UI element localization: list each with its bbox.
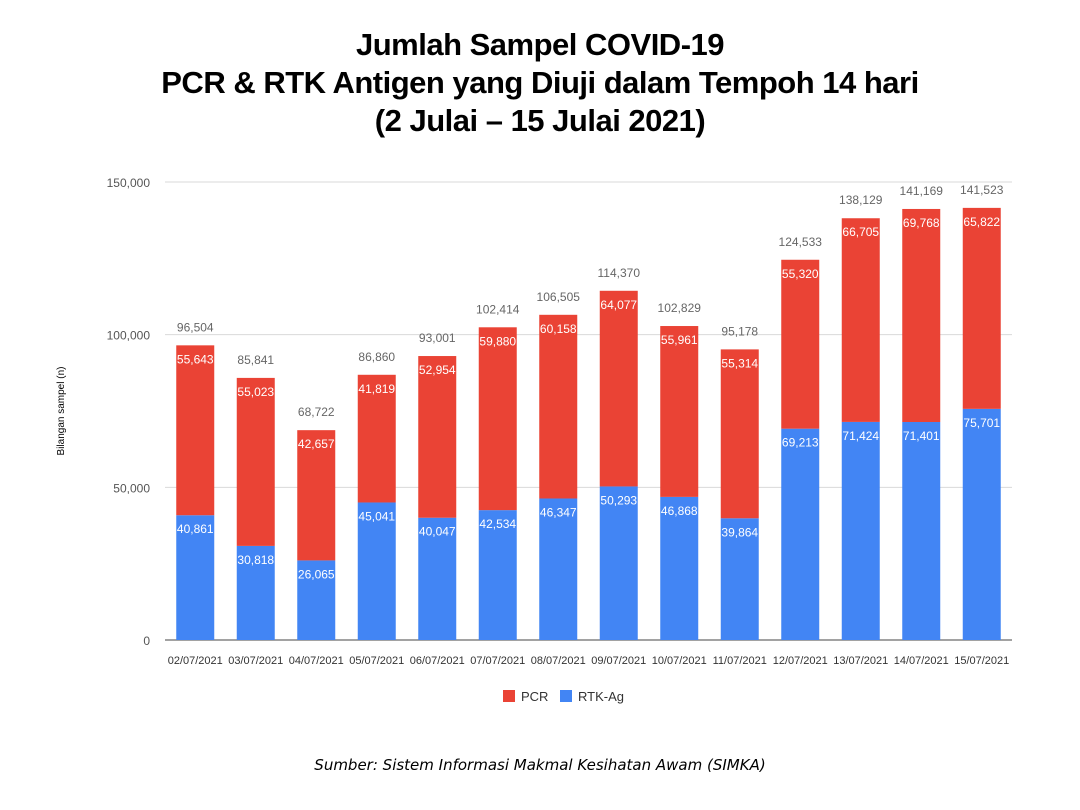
legend-swatch-pcr [503, 690, 515, 702]
bar-pcr [176, 345, 215, 516]
data-label-rtk-ag: 71,424 [842, 429, 879, 443]
data-label-rtk-ag: 50,293 [600, 493, 637, 507]
chart-title: Jumlah Sampel COVID-19 PCR & RTK Antigen… [0, 26, 1080, 140]
y-axis-label: Bilangan sampel (n) [56, 367, 67, 456]
data-label-rtk-ag: 45,041 [358, 509, 395, 523]
data-label-pcr: 41,819 [358, 382, 395, 396]
bar-pcr [478, 327, 517, 511]
bar-pcr [660, 326, 699, 497]
y-tick-label: 100,000 [107, 329, 151, 343]
data-label-rtk-ag: 46,347 [540, 505, 577, 519]
bar-pcr [236, 377, 275, 546]
data-label-pcr: 55,023 [237, 385, 274, 399]
bar-pcr [357, 374, 396, 503]
source-note: Sumber: Sistem Informasi Makmal Kesihata… [314, 756, 766, 774]
data-label-rtk-ag: 40,861 [177, 522, 214, 536]
y-tick-label: 150,000 [107, 176, 151, 190]
title-line-2: PCR & RTK Antigen yang Diuji dalam Tempo… [161, 65, 919, 100]
total-label: 102,829 [658, 301, 702, 315]
bar-rtk-ag [599, 486, 638, 640]
bar-pcr [418, 356, 457, 518]
x-tick-label: 10/07/2021 [652, 655, 707, 667]
bar-rtk-ag [841, 421, 880, 640]
bar-rtk-ag [297, 560, 336, 640]
bar-rtk-ag [478, 510, 517, 640]
total-label: 86,860 [358, 350, 395, 364]
bar-rtk-ag [720, 518, 759, 640]
total-label: 85,841 [237, 353, 274, 367]
total-label: 141,169 [900, 184, 944, 198]
data-label-rtk-ag: 42,534 [479, 517, 516, 531]
total-label: 68,722 [298, 405, 335, 419]
data-label-pcr: 55,314 [721, 356, 758, 370]
x-tick-label: 11/07/2021 [713, 655, 767, 667]
data-label-pcr: 60,158 [540, 322, 577, 336]
title-line-3: (2 Julai – 15 Julai 2021) [374, 103, 706, 138]
data-label-rtk-ag: 46,868 [661, 504, 698, 518]
total-label: 124,533 [779, 235, 823, 249]
x-tick-label: 08/07/2021 [531, 655, 586, 667]
x-tick-label: 02/07/2021 [168, 655, 223, 667]
bar-pcr [297, 430, 336, 561]
bar-pcr [962, 207, 1001, 409]
data-label-pcr: 42,657 [298, 437, 335, 451]
legend-label-pcr: PCR [521, 689, 548, 704]
bar-pcr [720, 349, 759, 519]
x-tick-label: 15/07/2021 [954, 655, 1009, 667]
data-label-pcr: 55,320 [782, 267, 819, 281]
bar-pcr [781, 259, 820, 429]
total-label: 138,129 [839, 193, 883, 207]
bar-pcr [902, 208, 941, 422]
x-tick-label: 14/07/2021 [894, 655, 949, 667]
data-label-rtk-ag: 69,213 [782, 436, 819, 450]
data-label-pcr: 69,768 [903, 216, 940, 230]
bar-rtk-ag [781, 428, 820, 640]
total-label: 95,178 [721, 324, 758, 338]
data-label-pcr: 64,077 [600, 298, 637, 312]
data-label-rtk-ag: 39,864 [721, 525, 758, 539]
bar-pcr [599, 290, 638, 487]
data-label-pcr: 55,643 [177, 352, 214, 366]
total-label: 106,505 [537, 290, 581, 304]
y-tick-label: 50,000 [113, 481, 150, 495]
total-label: 96,504 [177, 320, 214, 334]
legend-swatch-rtk-ag [560, 690, 572, 702]
x-tick-label: 09/07/2021 [591, 655, 646, 667]
data-label-rtk-ag: 40,047 [419, 525, 456, 539]
bar-rtk-ag [962, 408, 1001, 640]
x-tick-label: 13/07/2021 [833, 655, 888, 667]
title-line-1: Jumlah Sampel COVID-19 [355, 27, 725, 62]
y-tick-label: 0 [143, 634, 150, 648]
bar-rtk-ag [176, 515, 215, 640]
total-label: 102,414 [476, 302, 520, 316]
data-label-rtk-ag: 26,065 [298, 567, 335, 581]
data-label-pcr: 66,705 [842, 225, 879, 239]
bar-rtk-ag [418, 517, 457, 640]
bar-rtk-ag [236, 545, 275, 640]
bar-pcr [841, 218, 880, 422]
data-label-rtk-ag: 71,401 [903, 429, 940, 443]
data-label-pcr: 59,880 [479, 334, 516, 348]
x-tick-label: 07/07/2021 [470, 655, 525, 667]
x-tick-label: 04/07/2021 [289, 655, 344, 667]
bar-pcr [539, 314, 578, 499]
data-label-pcr: 55,961 [661, 333, 698, 347]
data-label-rtk-ag: 30,818 [237, 553, 274, 567]
x-tick-label: 03/07/2021 [228, 655, 283, 667]
data-label-pcr: 52,954 [419, 363, 456, 377]
legend-label-rtk-ag: RTK-Ag [578, 689, 624, 704]
data-label-rtk-ag: 75,701 [963, 416, 1000, 430]
bar-rtk-ag [357, 502, 396, 640]
x-tick-label: 05/07/2021 [349, 655, 404, 667]
bar-rtk-ag [539, 498, 578, 640]
bar-rtk-ag [660, 496, 699, 640]
total-label: 114,370 [598, 266, 641, 280]
total-label: 141,523 [960, 183, 1004, 197]
bar-rtk-ag [902, 421, 941, 640]
total-label: 93,001 [419, 331, 456, 345]
x-tick-label: 12/07/2021 [773, 655, 828, 667]
stacked-bar-chart: 0 50,000 100,000 150,000 Bilangan sampel (n)… [56, 176, 1012, 704]
x-tick-label: 06/07/2021 [410, 655, 465, 667]
data-label-pcr: 65,822 [963, 215, 1000, 229]
